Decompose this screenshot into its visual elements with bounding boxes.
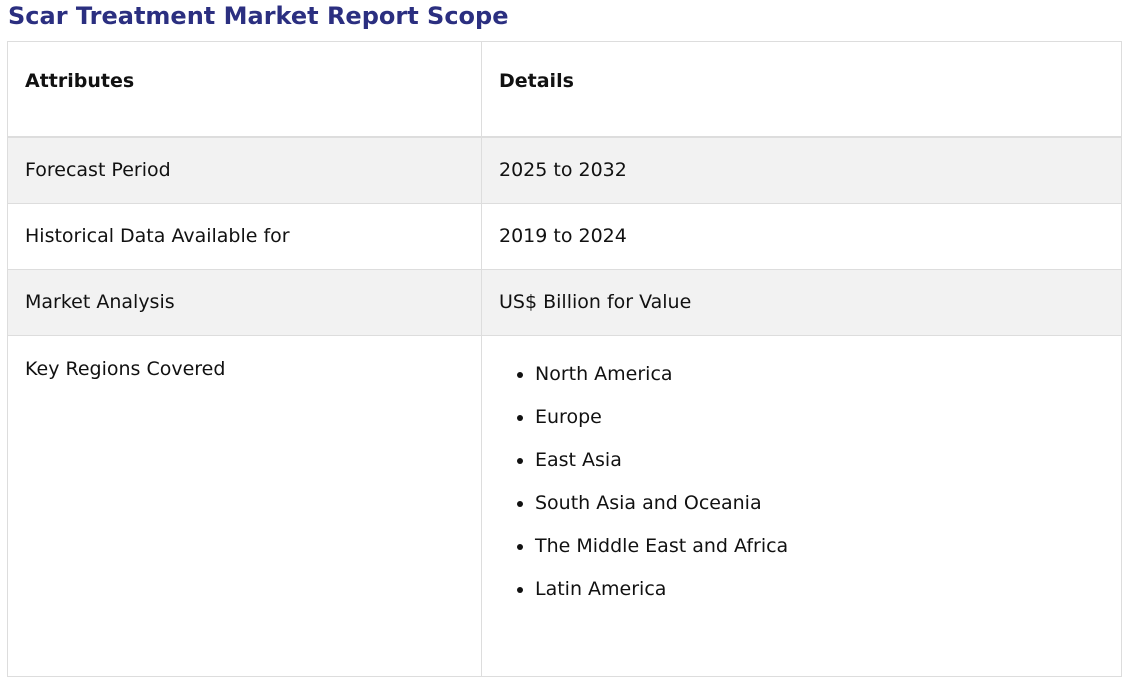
table-row: Market Analysis US$ Billion for Value	[7, 268, 1122, 336]
list-item: East Asia	[535, 447, 1121, 473]
table-row: Key Regions Covered North America Europe…	[7, 334, 1122, 677]
list-item: The Middle East and Africa	[535, 533, 1121, 559]
list-item: North America	[535, 361, 1121, 387]
details-header: Details	[481, 41, 1122, 138]
list-item: South Asia and Oceania	[535, 490, 1121, 516]
list-item: Latin America	[535, 576, 1121, 602]
attribute-cell: Market Analysis	[7, 268, 482, 336]
regions-list: North America Europe East Asia South Asi…	[499, 361, 1121, 602]
attribute-cell: Key Regions Covered	[7, 334, 482, 677]
detail-cell: 2019 to 2024	[481, 202, 1122, 270]
regions-cell: North America Europe East Asia South Asi…	[481, 334, 1122, 677]
page-title: Scar Treatment Market Report Scope	[8, 2, 509, 30]
report-scope-table: Attributes Details Forecast Period 2025 …	[7, 41, 1122, 677]
table-row: Forecast Period 2025 to 2032	[7, 136, 1122, 204]
detail-cell: 2025 to 2032	[481, 136, 1122, 204]
attribute-cell: Historical Data Available for	[7, 202, 482, 270]
attribute-cell: Forecast Period	[7, 136, 482, 204]
table-row: Historical Data Available for 2019 to 20…	[7, 202, 1122, 270]
table-header-row: Attributes Details	[7, 41, 1122, 138]
attributes-header: Attributes	[7, 41, 482, 138]
detail-cell: US$ Billion for Value	[481, 268, 1122, 336]
list-item: Europe	[535, 404, 1121, 430]
